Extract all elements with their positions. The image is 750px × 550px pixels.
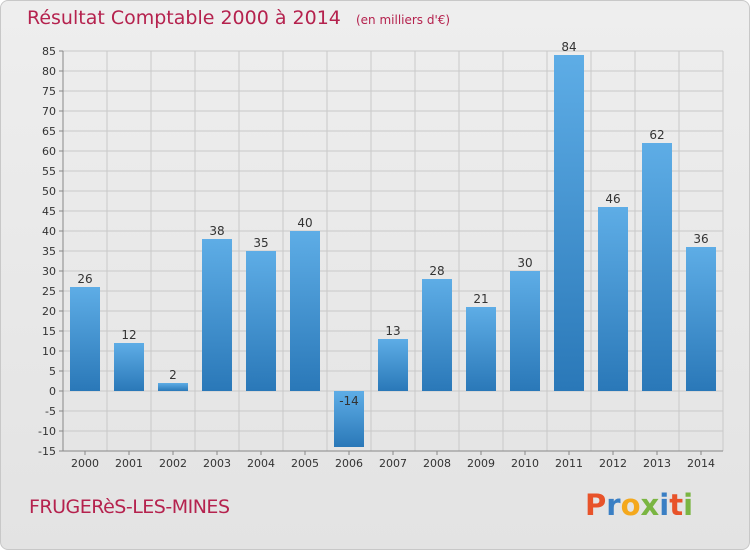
x-tick-label: 2014 <box>687 457 715 470</box>
bar <box>554 55 584 391</box>
x-tick-label: 2003 <box>203 457 231 470</box>
x-tick-label: 2004 <box>247 457 275 470</box>
bar-value-label: 62 <box>649 128 664 142</box>
x-tick-label: 2012 <box>599 457 627 470</box>
logo-letter: r <box>606 488 621 522</box>
x-tick-label: 2007 <box>379 457 407 470</box>
y-tick-label: 65 <box>42 125 56 138</box>
bar-value-label: 26 <box>77 272 92 286</box>
y-tick-label: 15 <box>42 325 56 338</box>
y-tick-label: 25 <box>42 285 56 298</box>
bar <box>466 307 496 391</box>
bar <box>642 143 672 391</box>
y-tick-label: -5 <box>45 405 56 418</box>
x-tick-label: 2005 <box>291 457 319 470</box>
bar-value-label: 21 <box>473 292 488 306</box>
labels: -15 -10 -5 0 5 10 15 20 25 30 35 40 45 50 55 60 65 70 75 80… <box>38 40 715 470</box>
y-tick-label: -10 <box>38 425 56 438</box>
bar-value-label: 12 <box>121 328 136 342</box>
bar-value-label: 38 <box>209 224 224 238</box>
bar <box>598 207 628 391</box>
bar <box>202 239 232 391</box>
y-tick-label: 75 <box>42 85 56 98</box>
bar <box>114 343 144 391</box>
chart-title: Résultat Comptable 2000 à 2014 <box>27 7 341 29</box>
y-tick-label: 55 <box>42 165 56 178</box>
x-tick-label: 2013 <box>643 457 671 470</box>
logo-letter: o <box>620 488 641 522</box>
bar <box>510 271 540 391</box>
x-tick-label: 2010 <box>511 457 539 470</box>
y-tick-label: 10 <box>42 345 56 358</box>
bar <box>422 279 452 391</box>
y-tick-label: 45 <box>42 205 56 218</box>
bar <box>290 231 320 391</box>
commune-name: FRUGERèS-LES-MINES <box>29 496 230 518</box>
x-tick-label: 2009 <box>467 457 495 470</box>
y-tick-label: 70 <box>42 105 56 118</box>
y-tick-label: 5 <box>49 365 56 378</box>
y-tick-label: 20 <box>42 305 56 318</box>
x-tick-label: 2008 <box>423 457 451 470</box>
x-tick-label: 2006 <box>335 457 363 470</box>
bar-value-label: 30 <box>517 256 532 270</box>
logo-letter: P <box>585 488 607 522</box>
y-tick-label: 40 <box>42 225 56 238</box>
y-tick-label: 35 <box>42 245 56 258</box>
y-tick-label: 30 <box>42 265 56 278</box>
y-tick-label: 80 <box>42 65 56 78</box>
y-tick-label: 85 <box>42 45 56 58</box>
logo-letter: t <box>669 488 684 522</box>
bar-value-label: 35 <box>253 236 268 250</box>
x-tick-label: 2001 <box>115 457 143 470</box>
bar-value-label: 13 <box>385 324 400 338</box>
bar-value-label: 36 <box>693 232 708 246</box>
chart-subtitle: (en milliers d'€) <box>355 13 451 27</box>
y-tick-label: 60 <box>42 145 56 158</box>
bar <box>334 391 364 447</box>
x-tick-label: 2011 <box>555 457 583 470</box>
bar-value-label: 40 <box>297 216 312 230</box>
bar-value-label: 84 <box>561 40 576 54</box>
y-tick-label: -15 <box>38 445 56 458</box>
bar <box>686 247 716 391</box>
bar-value-label: -14 <box>339 394 359 408</box>
logo-letter: i <box>659 488 670 522</box>
bar <box>378 339 408 391</box>
bar <box>158 383 188 391</box>
y-tick-label: 50 <box>42 185 56 198</box>
proxiti-logo: Proxiti <box>585 488 693 522</box>
x-tick-label: 2002 <box>159 457 187 470</box>
bar-value-label: 2 <box>169 368 177 382</box>
bar <box>246 251 276 391</box>
logo-letter: i <box>683 488 694 522</box>
bar <box>70 287 100 391</box>
logo-letter: x <box>640 488 660 522</box>
x-tick-label: 2000 <box>71 457 99 470</box>
bar-value-label: 46 <box>605 192 620 206</box>
bar-value-label: 28 <box>429 264 444 278</box>
bars <box>70 55 716 447</box>
axes <box>59 50 723 455</box>
title-row: Résultat Comptable 2000 à 2014 (en milli… <box>27 7 450 29</box>
y-tick-label: 0 <box>49 385 56 398</box>
